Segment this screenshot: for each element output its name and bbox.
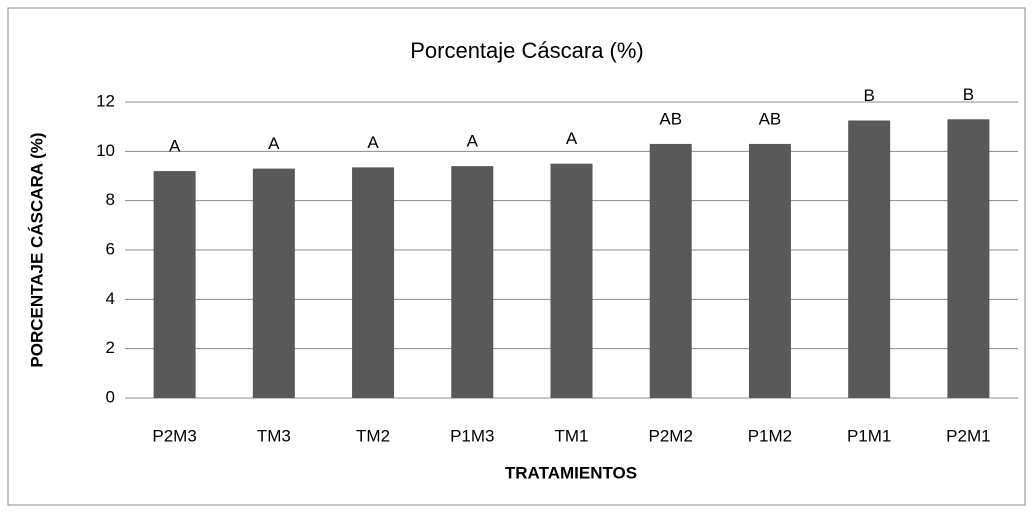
bar xyxy=(252,168,295,398)
y-tick-label: 2 xyxy=(106,338,115,357)
y-tick-label: 0 xyxy=(106,387,115,406)
x-axis-label: TRATAMIENTOS xyxy=(505,463,637,482)
annotation: B xyxy=(963,85,974,104)
annotation: AB xyxy=(759,109,782,128)
annotation: A xyxy=(566,129,578,148)
chart-title: Porcentaje Cáscara (%) xyxy=(410,38,644,63)
x-tick-label: P1M1 xyxy=(847,426,891,445)
bar xyxy=(451,166,494,398)
y-tick-label: 6 xyxy=(106,239,115,258)
bar xyxy=(153,171,196,398)
annotation: AB xyxy=(659,109,682,128)
bar xyxy=(649,143,692,398)
annotation: A xyxy=(467,132,479,151)
bar xyxy=(352,167,395,398)
annotation: A xyxy=(169,137,181,156)
x-tick-label: P1M2 xyxy=(748,426,792,445)
y-axis-label: PORCENTAJE CÁSCARA (%) xyxy=(27,132,46,367)
y-tick-label: 12 xyxy=(96,91,115,110)
x-tick-label: P2M1 xyxy=(946,426,990,445)
x-tick-label: TM2 xyxy=(356,426,390,445)
x-tick-label: TM1 xyxy=(555,426,589,445)
bar xyxy=(947,119,990,399)
bar xyxy=(550,163,593,398)
bar xyxy=(748,143,791,398)
y-tick-label: 10 xyxy=(96,141,115,160)
annotation: A xyxy=(268,134,280,153)
annotation: A xyxy=(367,133,379,152)
x-tick-label: P1M3 xyxy=(450,426,494,445)
x-tick-label: TM3 xyxy=(257,426,291,445)
x-tick-label: P2M2 xyxy=(649,426,693,445)
y-tick-label: 4 xyxy=(106,289,115,308)
annotation: B xyxy=(863,86,874,105)
y-tick-label: 8 xyxy=(106,190,115,209)
bar xyxy=(848,120,891,398)
x-tick-label: P2M3 xyxy=(152,426,196,445)
